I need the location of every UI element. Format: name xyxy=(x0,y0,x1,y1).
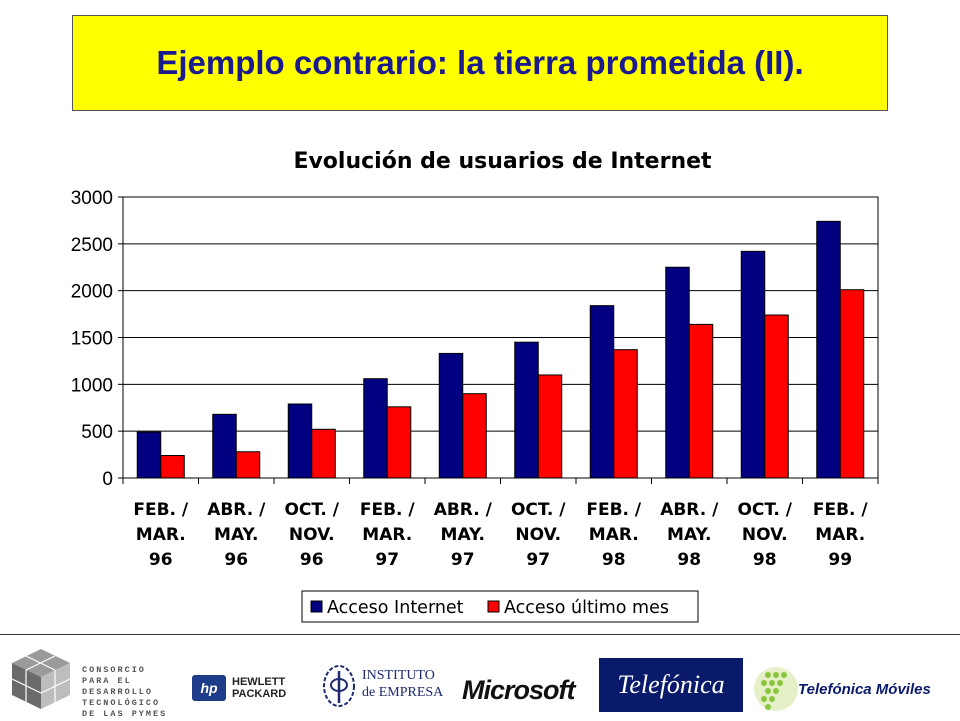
x-tick-label: MAR. xyxy=(362,525,412,545)
legend-label: Acceso último mes xyxy=(504,598,669,618)
x-tick-label: FEB. / xyxy=(360,500,416,520)
bar-acceso-internet xyxy=(212,413,237,479)
x-tick-label: 97 xyxy=(375,550,399,570)
y-tick-label: 2000 xyxy=(71,282,113,303)
telefonica-moviles-logo: Telefónica Móviles xyxy=(752,661,960,717)
telefonica-moviles-text: Telefónica Móviles xyxy=(798,681,931,698)
x-tick-label: MAY. xyxy=(667,525,711,545)
bar-acceso-ultimo-mes xyxy=(462,393,487,479)
x-tick-label: 97 xyxy=(526,550,550,570)
consorcio-text: CONSORCIO PARA EL DESARROLLO TECNOLÓGICO… xyxy=(82,665,168,719)
bar-acceso-ultimo-mes xyxy=(537,374,563,479)
telefonica-logo: Telefónica xyxy=(599,658,743,712)
x-tick-label: MAR. xyxy=(136,525,186,545)
microsoft-logo: Microsoft xyxy=(462,675,575,705)
title-box: Ejemplo contrario: la tierra prometida (… xyxy=(72,15,888,111)
y-tick-label: 500 xyxy=(81,422,113,443)
hp-logo: hp HEWLETT PACKARD xyxy=(192,675,314,701)
x-tick-label: 98 xyxy=(677,550,701,570)
bar-acceso-internet xyxy=(287,403,313,479)
x-tick-label: 96 xyxy=(224,550,248,570)
x-tick-label: FEB. / xyxy=(133,500,189,520)
ie-logo: INSTITUTO de EMPRESA xyxy=(320,663,460,711)
ie-text: INSTITUTO de EMPRESA xyxy=(362,668,444,700)
bar-acceso-ultimo-mes xyxy=(235,451,261,479)
bar-acceso-ultimo-mes xyxy=(613,349,638,479)
hp-text: HEWLETT PACKARD xyxy=(232,676,287,700)
bar-acceso-internet xyxy=(363,378,388,479)
x-tick-label: ABR. / xyxy=(207,500,266,520)
x-tick-label: 96 xyxy=(300,550,324,570)
bar-acceso-internet xyxy=(136,431,162,479)
x-tick-label: MAY. xyxy=(214,525,258,545)
x-tick-label: NOV. xyxy=(289,525,335,545)
legend-swatch xyxy=(487,600,500,613)
sponsor-footer: CONSORCIO PARA EL DESARROLLO TECNOLÓGICO… xyxy=(0,634,960,721)
bar-acceso-ultimo-mes xyxy=(839,289,865,479)
legend-box xyxy=(301,590,699,623)
bar-acceso-ultimo-mes xyxy=(160,455,185,479)
bar-acceso-internet xyxy=(665,266,690,479)
x-tick-label: ABR. / xyxy=(660,500,719,520)
x-tick-label: 97 xyxy=(451,550,475,570)
legend-label: Acceso Internet xyxy=(327,598,464,618)
dots-globe-icon xyxy=(754,667,798,711)
y-tick-label: 0 xyxy=(102,469,113,490)
bar-chart: Evolución de usuarios de Internet 0 500 100… xyxy=(71,149,879,623)
x-tick-label: MAY. xyxy=(441,525,485,545)
hp-mark-icon: hp xyxy=(192,675,226,701)
x-tick-label: 98 xyxy=(602,550,626,570)
x-tick-label: OCT. / xyxy=(511,500,566,520)
y-tick-label: 1500 xyxy=(71,329,113,350)
x-tick-label: FEB. / xyxy=(813,500,869,520)
slide-title: Ejemplo contrario: la tierra prometida (… xyxy=(156,44,804,81)
y-tick-label: 1000 xyxy=(71,375,113,396)
x-tick-label: MAR. xyxy=(589,525,639,545)
y-tick-label: 3000 xyxy=(71,188,113,209)
bar-acceso-ultimo-mes xyxy=(311,428,336,479)
bar-acceso-ultimo-mes xyxy=(688,323,714,479)
legend-swatch xyxy=(310,600,323,613)
bar-acceso-internet xyxy=(589,305,615,479)
x-tick-label: 98 xyxy=(753,550,777,570)
x-tick-label: NOV. xyxy=(742,525,788,545)
cube-icon xyxy=(11,649,71,709)
bar-acceso-internet xyxy=(514,341,539,479)
bar-acceso-internet xyxy=(816,220,841,479)
x-tick-label: NOV. xyxy=(515,525,561,545)
x-tick-label: OCT. / xyxy=(284,500,339,520)
x-tick-label: 96 xyxy=(149,550,173,570)
x-tick-label: ABR. / xyxy=(434,500,493,520)
x-tick-label: 99 xyxy=(828,550,852,570)
laurel-icon xyxy=(323,665,355,707)
bar-acceso-ultimo-mes xyxy=(764,314,789,479)
bar-acceso-internet xyxy=(438,352,464,479)
x-tick-label: OCT. / xyxy=(737,500,792,520)
x-tick-label: FEB. / xyxy=(586,500,642,520)
x-tick-label: MAR. xyxy=(815,525,865,545)
bar-acceso-internet xyxy=(740,250,766,479)
bar-acceso-ultimo-mes xyxy=(386,406,412,479)
consorcio-logo: CONSORCIO PARA EL DESARROLLO TECNOLÓGICO… xyxy=(8,645,168,719)
chart-title: Evolución de usuarios de Internet xyxy=(293,149,712,174)
y-tick-label: 2500 xyxy=(71,235,113,256)
